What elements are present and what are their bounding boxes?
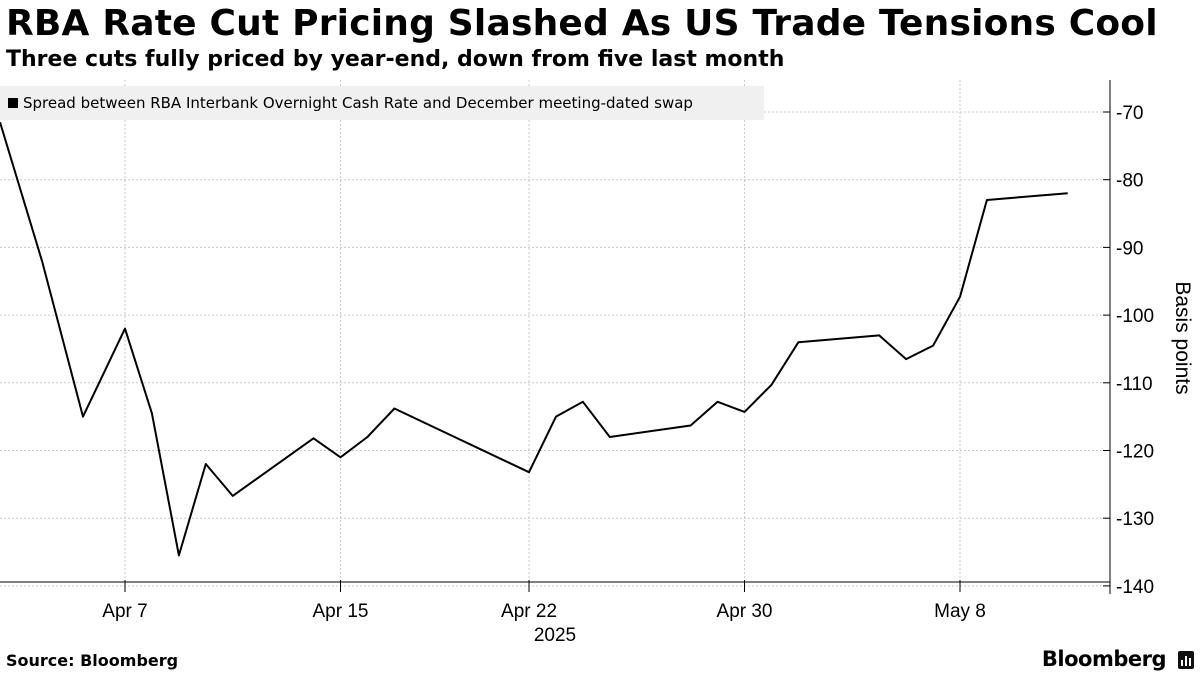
x-tick-label: Apr 15 xyxy=(312,601,368,622)
chart-title: RBA Rate Cut Pricing Slashed As US Trade… xyxy=(6,3,1158,44)
x-tick-label: Apr 30 xyxy=(717,601,773,622)
y-tick-label: -100 xyxy=(1116,306,1154,327)
x-axis-label: 2025 xyxy=(534,625,576,646)
y-tick-label: -90 xyxy=(1116,238,1143,259)
x-tick-label: Apr 7 xyxy=(102,601,147,622)
y-tick-label: -130 xyxy=(1116,509,1154,530)
y-tick-label: -110 xyxy=(1116,374,1153,395)
y-axis-label: Basis points xyxy=(1171,281,1194,394)
chart-subtitle: Three cuts fully priced by year-end, dow… xyxy=(6,47,785,72)
legend-swatch xyxy=(8,98,18,108)
y-tick-label: -80 xyxy=(1116,171,1143,192)
x-tick-label: Apr 22 xyxy=(501,601,557,622)
brand-logo: Bloomberg xyxy=(1041,647,1167,671)
y-tick-label: -140 xyxy=(1116,577,1154,598)
x-tick-label: May 8 xyxy=(934,601,986,622)
legend: Spread between RBA Interbank Overnight C… xyxy=(0,86,764,120)
bloomberg-chart-icon xyxy=(1178,651,1194,669)
y-tick-label: -70 xyxy=(1116,103,1143,124)
legend-label: Spread between RBA Interbank Overnight C… xyxy=(23,94,693,112)
series-line xyxy=(0,121,1068,557)
y-tick-label: -120 xyxy=(1116,442,1154,463)
source-note: Source: Bloomberg xyxy=(6,651,179,670)
